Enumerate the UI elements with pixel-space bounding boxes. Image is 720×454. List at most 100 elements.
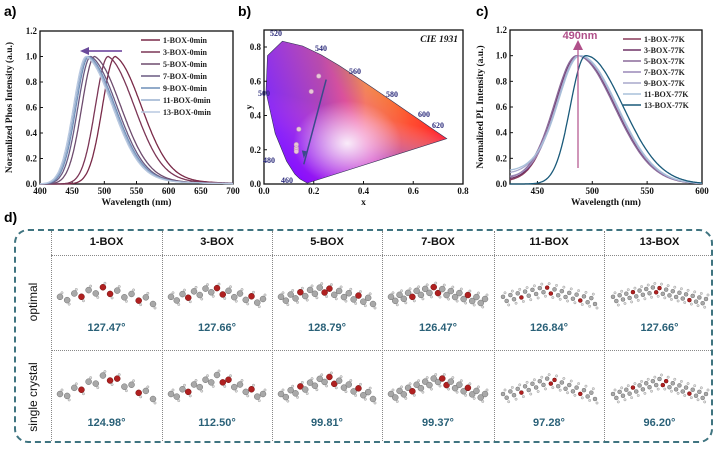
molecule-structure-image — [500, 282, 599, 310]
wavelength-label: 460 — [281, 176, 293, 185]
legend-label: 3-BOX-0min — [163, 48, 208, 57]
x-tick-label: 0.4 — [358, 186, 370, 196]
legend-label: 11-BOX-77K — [644, 90, 689, 99]
x-tick-label: 600 — [162, 186, 176, 196]
column-header: 7-BOX — [421, 236, 455, 248]
row-divider — [51, 350, 711, 351]
cie-point — [316, 73, 322, 79]
x-tick-label: 0.2 — [308, 186, 320, 196]
angle-value: 112.50° — [198, 417, 236, 429]
series-line-1-BOX-0min — [40, 55, 233, 185]
angle-value: 126.47° — [418, 322, 458, 334]
x-tick-label: 0.0 — [258, 186, 270, 196]
row-divider — [51, 255, 711, 256]
cie-point — [293, 148, 299, 154]
peak-annotation: 490nm — [563, 30, 598, 42]
series-line-5-BOX-77K — [509, 54, 702, 185]
x-tick-label: 550 — [640, 186, 654, 196]
legend-label: 9-BOX-0min — [163, 84, 208, 93]
wavelength-label: 620 — [432, 121, 444, 130]
y-tick-label: 0.4 — [26, 128, 38, 138]
x-tick-label: 500 — [98, 186, 112, 196]
y-tick-label: 0.6 — [26, 103, 38, 113]
legend-label: 3-BOX-77K — [644, 46, 686, 55]
x-axis-label: Wavelength (nm) — [102, 197, 172, 208]
molecule-structure-image — [56, 281, 157, 310]
y-tick-label: 1.2 — [496, 25, 508, 35]
x-tick-label: 600 — [695, 186, 709, 196]
cie-point — [296, 126, 302, 132]
angle-value: 127.66° — [197, 322, 237, 334]
molecule-structure-image — [387, 373, 489, 403]
angle-value: 126.84° — [529, 322, 569, 334]
wavelength-label: 480 — [263, 156, 275, 165]
y-tick-label: 0.0 — [496, 179, 508, 189]
y-tick-label: 0.6 — [496, 102, 508, 112]
series-line-13-BOX-77K — [510, 55, 703, 185]
y-tick-label: 1.0 — [496, 51, 508, 61]
column-divider — [604, 231, 605, 441]
cie-point — [308, 89, 314, 95]
arrow-head-icon — [80, 47, 89, 55]
legend-label: 5-BOX-77K — [644, 57, 686, 66]
x-tick-label: 700 — [226, 186, 240, 196]
y-tick-label: 0.4 — [250, 111, 262, 121]
x-tick-label: 500 — [586, 186, 600, 196]
y-tick-label: 0.0 — [26, 179, 38, 189]
wavelength-label: 500 — [258, 89, 270, 98]
x-tick-label: 450 — [65, 186, 79, 196]
column-divider — [162, 231, 163, 441]
molecule-structure-image — [277, 282, 377, 310]
panel-label-a: a) — [4, 3, 16, 19]
molecule-table: 1-BOX 3-BOX 5-BOX 7-BOX 11-BOX 13-BOX optimal 1… — [14, 229, 713, 443]
legend-label: 13-BOX-0min — [163, 108, 212, 117]
trend-arrow — [303, 79, 327, 165]
molecule-structure-image — [167, 282, 267, 309]
y-axis-label: y — [245, 104, 255, 109]
y-tick-label: 0.2 — [250, 145, 262, 155]
molecule-structure-image — [500, 373, 599, 405]
wavelength-label: 600 — [418, 110, 430, 119]
panel-label-c: c) — [476, 3, 488, 19]
y-tick-label: 0.8 — [26, 77, 38, 87]
x-tick-label: 0.6 — [408, 186, 420, 196]
y-tick-label: 1.0 — [26, 52, 38, 62]
row-label: single crystal — [26, 361, 40, 432]
y-tick-label: 0.2 — [26, 154, 38, 164]
y-tick-label: 0.6 — [250, 76, 262, 86]
wavelength-label: 580 — [386, 90, 398, 99]
angle-value: 127.66° — [640, 322, 679, 334]
legend-label: 7-BOX-0min — [163, 72, 208, 81]
column-divider — [51, 231, 52, 441]
y-tick-label: 0.2 — [496, 153, 508, 163]
column-header: 11-BOX — [529, 236, 569, 248]
panel-label-d: d) — [4, 209, 17, 225]
column-divider — [382, 231, 383, 441]
y-axis-label: Normalized PL Intensity (a.u.) — [475, 45, 486, 168]
x-tick-label: 450 — [531, 186, 545, 196]
x-tick-label: 650 — [194, 186, 208, 196]
arrow-head-icon — [573, 40, 583, 50]
angle-value: 97.28° — [533, 417, 565, 429]
y-tick-label: 1.2 — [26, 26, 38, 36]
molecule-structure-image — [167, 369, 267, 403]
y-tick-label: 0.4 — [496, 128, 508, 138]
legend-label: 9-BOX-77K — [644, 79, 686, 88]
angle-value: 99.81° — [311, 417, 343, 429]
column-divider — [494, 231, 495, 441]
legend-label: 11-BOX-0min — [163, 96, 211, 105]
legend-label: 13-BOX-77K — [644, 101, 690, 110]
series-line-13-BOX-0min — [40, 55, 233, 185]
spectral-locus — [265, 40, 448, 184]
wavelength-label: 540 — [315, 44, 327, 53]
molecule-structure-image — [610, 282, 710, 309]
molecule-structure-image — [387, 281, 489, 309]
angle-value: 124.98° — [87, 417, 126, 429]
arrow-head-icon — [301, 150, 307, 159]
series-line-11-BOX-77K — [509, 54, 703, 185]
series-line-3-BOX-0min — [40, 55, 233, 185]
column-divider — [272, 231, 273, 441]
molecule-structure-image — [277, 371, 377, 405]
